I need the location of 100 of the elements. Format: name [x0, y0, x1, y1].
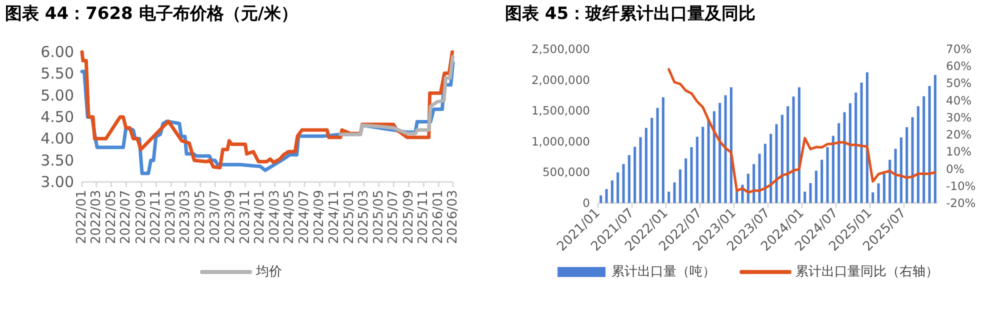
y2-tick-label: -20%: [946, 196, 976, 210]
legend: 均价: [200, 264, 282, 280]
bar: [814, 170, 818, 203]
bar: [600, 195, 602, 203]
y-tick-label: 5.00: [40, 86, 74, 104]
x-tick-label: 2023/03: [178, 190, 193, 244]
y2-tick-label: 50%: [946, 76, 972, 90]
bar: [758, 154, 761, 203]
x-tick-label: 2023/05: [192, 190, 208, 244]
bar: [634, 146, 636, 203]
bar: [922, 96, 926, 203]
line-series: [668, 68, 936, 194]
bar: [616, 172, 620, 203]
y-tick-label: 6.00: [40, 43, 74, 61]
bar: [854, 92, 858, 203]
x-tick-label: 2023/01: [164, 190, 179, 244]
x-tick-label: 2025/03: [356, 190, 372, 244]
x-tick-label: 2024/01: [252, 190, 268, 244]
y2-tick-label: 30%: [946, 110, 972, 124]
bar: [906, 127, 908, 203]
x-tick-label: 2026/03: [446, 190, 460, 244]
x-tick-label: 2026/01: [431, 190, 446, 244]
y-tick-label: 5.50: [40, 64, 74, 83]
x-tick-label: 2022/01: [74, 190, 90, 244]
y-tick-label: 2,000,000: [531, 72, 590, 87]
bar: [804, 192, 806, 203]
x-tick-label: 2023/07: [208, 190, 223, 244]
bar: [650, 118, 654, 203]
bar: [696, 136, 698, 203]
bar: [770, 134, 772, 203]
bar: [605, 189, 608, 203]
bar: [656, 108, 659, 203]
x-tick-label: 2024/05: [282, 190, 298, 244]
x-tick-label: 2022/07: [118, 190, 134, 244]
legend-label: 累计出口量（吨）: [612, 264, 716, 280]
x-tick-label: 2025/11: [416, 190, 432, 244]
x-tick-label: 2025/07: [386, 190, 402, 244]
x-tick-label: 2023/11: [238, 190, 253, 244]
bar: [866, 72, 868, 203]
bar: [888, 160, 892, 203]
x-tick-label: 2025/05: [371, 190, 386, 244]
bar: [877, 183, 880, 203]
y2-tick-label: 20%: [946, 128, 972, 142]
y-tick-label: 4.00: [40, 130, 74, 148]
bar: [916, 106, 920, 203]
y-tick-label: 3.00: [40, 173, 74, 191]
line-series: [338, 55, 455, 136]
bar: [934, 74, 936, 203]
y2-tick-label: 70%: [946, 42, 972, 56]
bar: [792, 96, 795, 203]
bar: [826, 147, 829, 203]
y2-tick-label: 40%: [946, 93, 972, 108]
bar: [702, 126, 704, 203]
y-tick-label: 2,500,000: [531, 42, 590, 56]
bar: [712, 111, 716, 203]
x-tick-label: 2024/07: [297, 190, 312, 244]
bar: [764, 144, 766, 203]
bar: [718, 102, 722, 203]
bar: [838, 123, 840, 203]
x-tick-label: 2022/05: [104, 190, 119, 244]
bar: [690, 147, 693, 203]
bar: [673, 182, 676, 203]
legend-label: 均价: [255, 264, 282, 280]
y-tick-label: 500,000: [542, 165, 590, 180]
bar: [820, 160, 824, 203]
bar: [848, 103, 852, 203]
bar: [860, 82, 863, 203]
y-tick-label: 1,000,000: [531, 134, 590, 148]
y-tick-label: 1,500,000: [531, 104, 590, 118]
bar: [786, 106, 790, 203]
bar: [798, 87, 800, 203]
x-tick-label: 2025/01: [342, 190, 358, 244]
bar: [662, 97, 664, 203]
legend-label: 累计出口量同比（右轴）: [796, 264, 938, 280]
bar: [911, 117, 914, 203]
x-tick-label: 2024/09: [312, 190, 328, 244]
bar: [644, 128, 648, 203]
bar: [775, 124, 778, 203]
bar: [752, 164, 756, 203]
bar: [780, 114, 784, 203]
bar: [622, 164, 625, 203]
x-tick-label: 2022/09: [134, 190, 149, 244]
y2-tick-label: 10%: [946, 144, 972, 159]
x-tick-label: 2022/11: [148, 190, 164, 244]
x-tick-label: 2025/09: [401, 190, 416, 244]
y-tick-label: 0: [582, 196, 590, 210]
x-tick-label: 2023/09: [222, 190, 238, 244]
y2-tick-label: 60%: [946, 59, 972, 74]
bar: [872, 192, 874, 203]
x-tick-label: 2022/03: [88, 190, 104, 244]
bar: [809, 183, 812, 203]
bar: [610, 180, 614, 203]
y2-tick-label: 0%: [946, 162, 964, 176]
bar: [724, 95, 727, 203]
bar: [668, 192, 670, 203]
bar: [628, 155, 630, 203]
bar: [707, 120, 710, 203]
y-tick-label: 4.50: [40, 108, 74, 126]
x-tick-label: 2024/11: [327, 190, 342, 244]
bar: [832, 136, 834, 203]
